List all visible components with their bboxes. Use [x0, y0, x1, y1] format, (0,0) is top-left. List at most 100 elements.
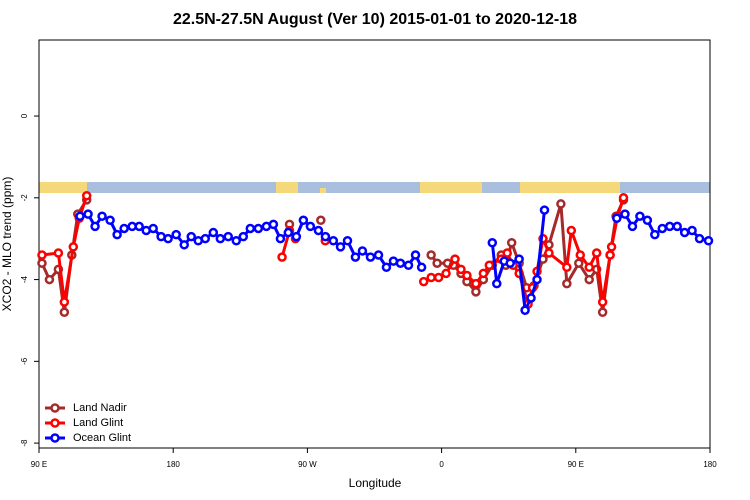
- data-point: [313, 225, 324, 236]
- data-point: [672, 221, 682, 232]
- data-point: [105, 215, 115, 226]
- data-point: [342, 235, 353, 246]
- data-point: [298, 215, 309, 226]
- data-point: [357, 246, 368, 256]
- chart-title: 22.5N-27.5N August (Ver 10) 2015-01-01 t…: [173, 11, 577, 28]
- y-tick-label: -4: [20, 275, 29, 283]
- data-point: [59, 297, 70, 307]
- data-point: [502, 248, 512, 258]
- data-point: [208, 227, 219, 238]
- data-point: [97, 211, 107, 221]
- data-point: [320, 231, 331, 242]
- data-point: [44, 274, 55, 285]
- data-point: [373, 250, 384, 260]
- legend-marker: [50, 433, 60, 443]
- data-point: [484, 260, 495, 271]
- data-point: [275, 233, 286, 244]
- data-point: [520, 305, 530, 315]
- data-point: [90, 221, 100, 232]
- data-point: [410, 250, 421, 260]
- data-point: [75, 211, 85, 221]
- legend-marker: [50, 403, 60, 413]
- data-point: [505, 258, 515, 268]
- data-point: [416, 262, 427, 273]
- data-point: [277, 252, 287, 262]
- series-line: [40, 199, 625, 313]
- x-tick-label: 90 W: [298, 460, 317, 469]
- data-point: [223, 231, 233, 242]
- data-point: [544, 248, 554, 258]
- data-point: [597, 297, 608, 307]
- data-point: [328, 235, 339, 246]
- data-point: [231, 235, 242, 246]
- data-point: [456, 264, 466, 275]
- data-point: [53, 248, 64, 258]
- data-point: [556, 199, 566, 209]
- legend-label: Land Glint: [73, 417, 123, 429]
- y-tick-label: -6: [20, 357, 29, 365]
- data-point: [514, 254, 524, 264]
- map-strip: [39, 182, 710, 193]
- data-point: [526, 293, 536, 303]
- data-point: [487, 238, 498, 248]
- data-point: [703, 235, 714, 246]
- data-point: [539, 205, 550, 215]
- data-point: [450, 254, 460, 264]
- data-point: [642, 215, 653, 226]
- data-point: [605, 250, 615, 260]
- data-point: [650, 229, 660, 240]
- data-point: [584, 274, 594, 285]
- x-tick-label: 180: [703, 460, 717, 469]
- data-point: [694, 233, 705, 244]
- data-point: [478, 268, 489, 279]
- data-point: [283, 227, 294, 238]
- y-tick-label: 0: [20, 113, 29, 118]
- data-point: [574, 258, 584, 268]
- data-point: [679, 227, 690, 238]
- data-point: [186, 231, 196, 242]
- x-axis-label: Longitude: [349, 476, 402, 490]
- data-point: [426, 250, 436, 260]
- data-point: [506, 238, 517, 248]
- data-point: [566, 225, 577, 236]
- legend-marker: [50, 418, 60, 428]
- data-point: [238, 231, 249, 242]
- data-point: [492, 278, 502, 289]
- data-point: [664, 221, 675, 232]
- data-point: [179, 240, 189, 250]
- data-point: [687, 225, 697, 236]
- x-tick-label: 90 E: [568, 460, 584, 469]
- data-point: [562, 262, 572, 273]
- data-point: [441, 268, 451, 279]
- data-point: [68, 242, 79, 252]
- data-point: [148, 223, 158, 234]
- data-point: [620, 209, 630, 219]
- y-tick-label: -2: [20, 194, 29, 202]
- data-point: [119, 223, 129, 234]
- data-point: [575, 250, 586, 260]
- data-point: [134, 221, 144, 232]
- y-tick-label: -8: [20, 439, 29, 447]
- data-point: [471, 287, 481, 297]
- data-point: [627, 221, 638, 232]
- x-tick-label: 90 E: [31, 460, 47, 469]
- data-point: [403, 260, 414, 271]
- data-point: [37, 258, 47, 268]
- legend-label: Land Nadir: [73, 402, 127, 414]
- data-point: [657, 223, 668, 234]
- data-point: [59, 307, 70, 318]
- data-point: [305, 221, 316, 232]
- data-point: [171, 229, 181, 240]
- data-point: [268, 219, 279, 230]
- data-point: [532, 274, 542, 285]
- data-point: [37, 250, 47, 260]
- data-point: [612, 213, 622, 223]
- data-point: [471, 278, 481, 289]
- data-point: [163, 233, 173, 244]
- data-point: [418, 276, 429, 287]
- data-point: [215, 233, 226, 244]
- data-point: [291, 231, 302, 242]
- data-point: [316, 215, 326, 226]
- legend-label: Ocean Glint: [73, 432, 131, 444]
